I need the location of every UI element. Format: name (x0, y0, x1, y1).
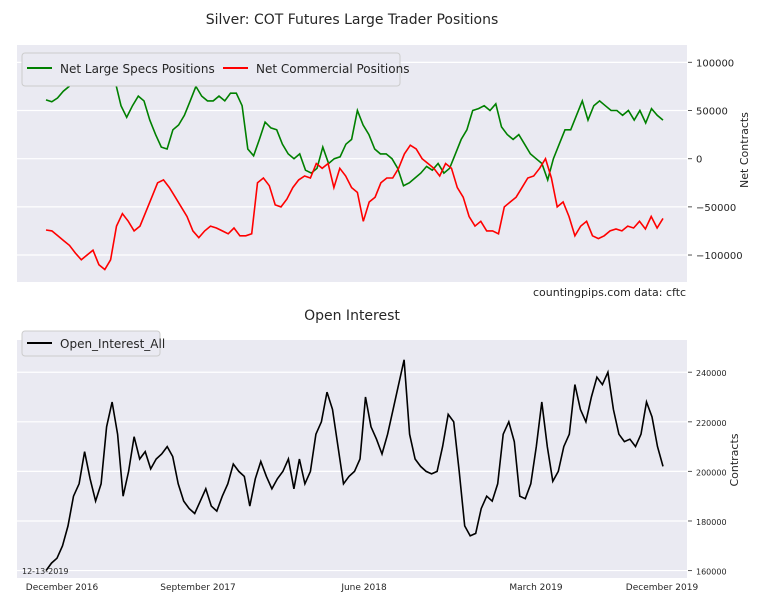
date-annotation: 12-13-2019 (22, 567, 69, 576)
x-tick-label: June 2018 (340, 583, 387, 593)
series-line-net-large-specs-positions (45, 55, 664, 187)
top-y-axis-label: Net Contracts (738, 112, 751, 188)
y-tick-label: 240000 (696, 369, 727, 378)
x-tick-label: March 2019 (509, 583, 562, 593)
x-tick-label: September 2017 (160, 583, 236, 593)
y-tick-label: 220000 (696, 419, 727, 428)
top-legend: Net Large Specs Positions Net Commercial… (21, 52, 409, 87)
series-line-net-commercial-positions (45, 144, 664, 271)
y-tick-label: 100000 (696, 58, 734, 69)
legend-label-specs: Net Large Specs Positions (60, 62, 215, 76)
series-line-open-interest-all (45, 359, 664, 572)
y-tick-label: 160000 (696, 568, 727, 577)
bottom-legend: Open_Interest_All (21, 330, 165, 357)
source-annotation: countingpips.com (533, 286, 631, 299)
top-chart-title: Silver: COT Futures Large Trader Positio… (206, 12, 499, 28)
y-tick-label: 50000 (696, 107, 728, 118)
y-tick-label: 180000 (696, 518, 727, 527)
data-source-annotation: data: cftc (634, 286, 686, 299)
bottom-y-axis-label: Contracts (728, 433, 741, 486)
x-tick-label: December 2016 (26, 583, 99, 593)
bottom-plot-area (17, 340, 687, 578)
y-tick-label: 200000 (696, 468, 727, 477)
legend-label-open-interest: Open_Interest_All (60, 337, 165, 351)
top-legend-box (21, 52, 401, 87)
legend-label-commercial: Net Commercial Positions (256, 62, 409, 76)
y-tick-label: 0 (696, 155, 702, 166)
bottom-legend-box (21, 330, 161, 357)
y-tick-label: −50000 (696, 203, 736, 214)
x-tick-label: December 2019 (626, 583, 699, 593)
bottom-chart-title: Open Interest (304, 308, 400, 324)
y-tick-label: −100000 (696, 251, 743, 262)
